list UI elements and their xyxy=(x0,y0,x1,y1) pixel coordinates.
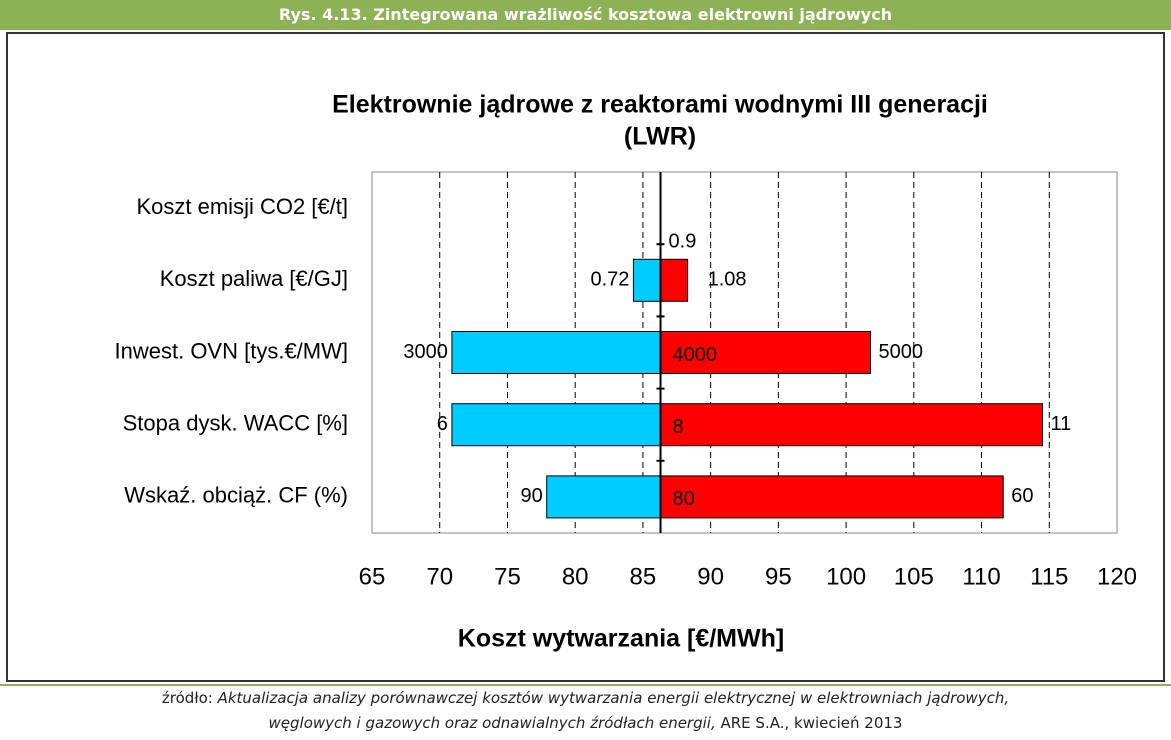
base-label: 0.9 xyxy=(669,231,697,253)
low-label: 90 xyxy=(520,485,542,507)
bar-low xyxy=(451,331,662,374)
low-label: 3000 xyxy=(403,341,448,363)
source-title: Aktualizacja analizy porównawczej kosztó… xyxy=(217,689,1010,707)
source-suffix: ARE S.A., kwiecień 2013 xyxy=(715,714,903,732)
x-tick-label: 70 xyxy=(426,563,453,590)
x-tick-label: 110 xyxy=(962,563,1000,590)
low-label: 6 xyxy=(437,413,448,435)
category-label: Koszt emisji CO2 [€/t] xyxy=(136,194,348,219)
bar-low xyxy=(451,403,662,447)
x-tick-label: 75 xyxy=(494,563,521,590)
bar-high xyxy=(660,403,1043,447)
category-label: Wskaź. obciąż. CF (%) xyxy=(124,483,348,508)
x-tick-label: 65 xyxy=(359,563,386,590)
chart-title: Elektrownie jądrowe z reaktorami wodnymi… xyxy=(332,91,988,119)
header-title: Rys. 4.13. Zintegrowana wrażliwość koszt… xyxy=(0,0,1171,30)
x-axis-title: Koszt wytwarzania [€/MWh] xyxy=(458,625,784,653)
low-label: 0.72 xyxy=(590,269,629,291)
x-tick-label: 80 xyxy=(562,563,589,590)
category-label: Inwest. OVN [tys.€/MW] xyxy=(115,338,348,363)
source: źródło: Aktualizacja analizy porównawcze… xyxy=(0,684,1171,736)
high-label: 60 xyxy=(1011,485,1033,507)
chart: Elektrownie jądrowe z reaktorami wodnymi… xyxy=(115,91,1138,653)
bar-high xyxy=(660,475,1004,519)
category-label: Stopa dysk. WACC [%] xyxy=(123,411,348,436)
chart-frame xyxy=(6,32,1165,682)
x-tick-label: 120 xyxy=(1097,563,1137,590)
high-label: 1.08 xyxy=(708,269,747,291)
high-label: 11 xyxy=(1051,413,1072,435)
bar-low xyxy=(546,475,662,519)
x-tick-label: 100 xyxy=(826,563,866,590)
chart-subtitle: (LWR) xyxy=(624,123,696,151)
x-tick-label: 90 xyxy=(697,563,724,590)
source-prefix: źródło: xyxy=(161,689,218,707)
bar-low xyxy=(632,258,662,302)
base-label: 4000 xyxy=(673,344,718,366)
x-tick-label: 105 xyxy=(894,563,934,590)
bar-high xyxy=(660,331,871,374)
source-title: węglowych i gazowych oraz odnawialnych ź… xyxy=(268,714,716,732)
plot-area xyxy=(371,171,1118,534)
high-label: 5000 xyxy=(878,341,923,363)
bar-high xyxy=(660,258,689,302)
base-label: 8 xyxy=(673,416,684,438)
category-label: Koszt paliwa [€/GJ] xyxy=(160,266,348,291)
base-label: 80 xyxy=(673,488,695,510)
x-tick-label: 115 xyxy=(1030,563,1068,590)
x-tick-label: 85 xyxy=(630,563,657,590)
x-tick-label: 95 xyxy=(765,563,792,590)
